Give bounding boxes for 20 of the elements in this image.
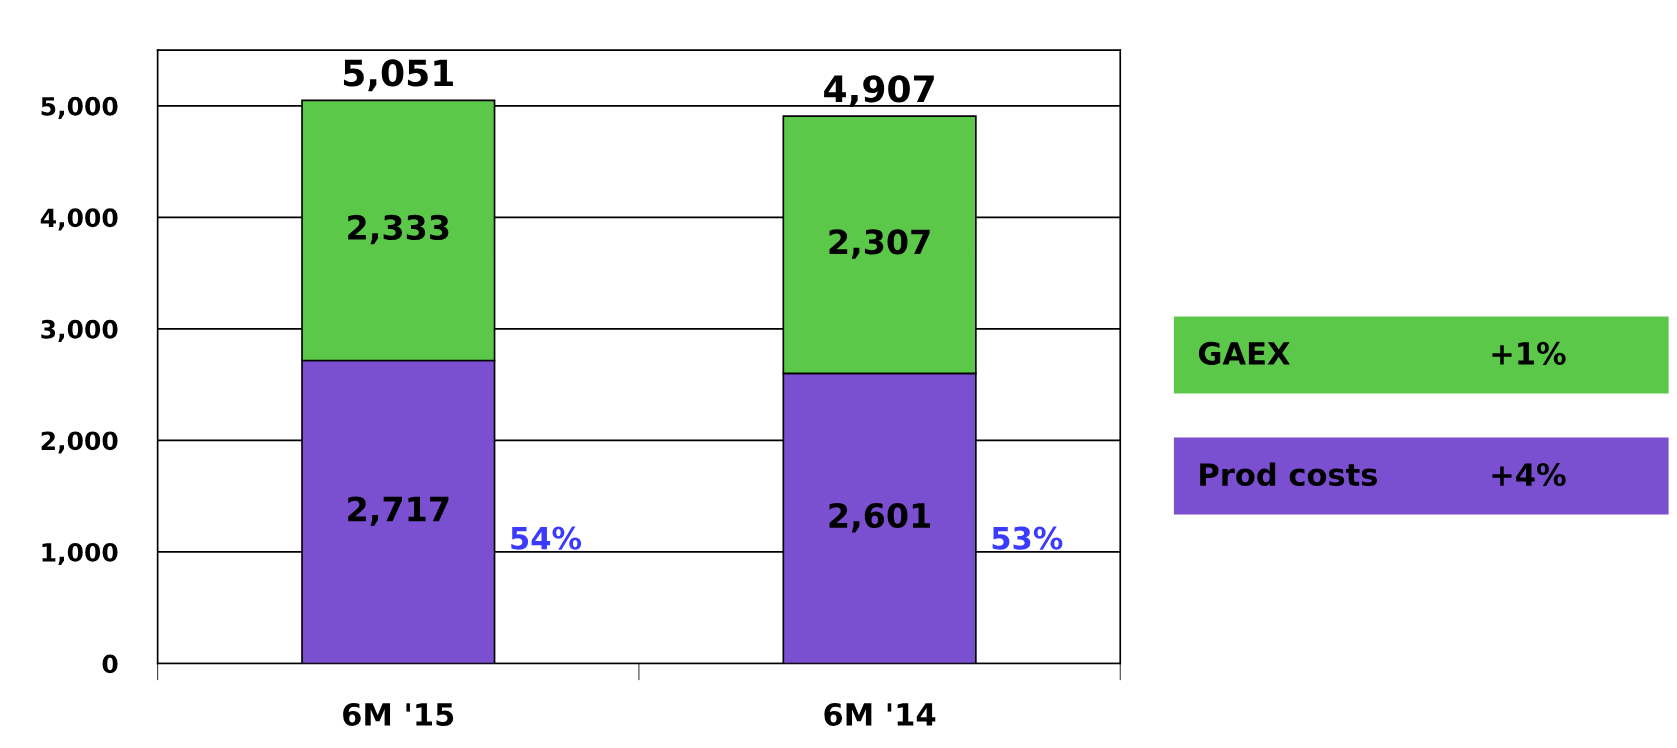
text: +4%	[1492, 462, 1566, 487]
x-tick-label: 6M '14	[824, 702, 936, 727]
y-tick-label: 1,000	[42, 542, 118, 565]
y-tick-label: 0	[102, 654, 118, 674]
x-tick-label: 6M '15	[343, 702, 454, 727]
text: +1%	[1492, 341, 1566, 365]
data-label: 2,333	[348, 214, 449, 245]
total-label: 5,051	[343, 59, 453, 92]
total-label: 4,907	[824, 75, 934, 108]
text: GAEX	[1198, 341, 1290, 365]
y-tick-label: 2,000	[41, 431, 118, 454]
annotation: 53%	[992, 526, 1063, 550]
annotation: 54%	[511, 526, 582, 550]
y-tick-label: 5,000	[41, 96, 118, 119]
data-label: 2,717	[348, 496, 449, 526]
data-label: 2,307	[829, 229, 930, 259]
text: Prod costs	[1200, 462, 1377, 487]
data-label: 2,601	[829, 502, 931, 533]
y-tick-label: 3,000	[41, 319, 118, 342]
y-tick-label: 4,000	[40, 208, 118, 231]
